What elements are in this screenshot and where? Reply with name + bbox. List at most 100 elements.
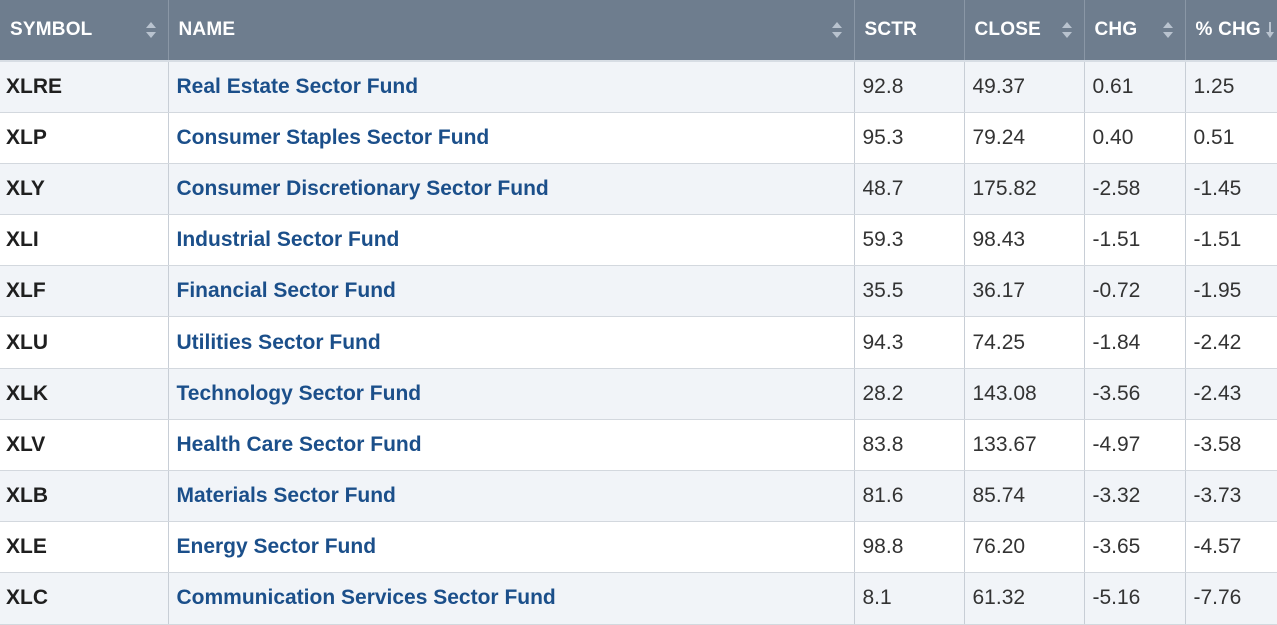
table-row[interactable]: XLU Utilities Sector Fund 94.3 74.25 -1.84 -2… [0, 316, 1277, 369]
column-header-pct-chg[interactable]: % CHG [1184, 0, 1277, 62]
cell-symbol: XLF [0, 265, 168, 318]
cell-sctr: 81.6 [853, 470, 964, 523]
cell-symbol: XLV [0, 419, 168, 472]
column-header-chg[interactable]: CHG [1083, 0, 1185, 62]
cell-close: 98.43 [963, 214, 1084, 267]
table-row[interactable]: XLF Financial Sector Fund 35.5 36.17 -0.72 -1… [0, 265, 1277, 318]
sort-both-icon[interactable] [145, 20, 156, 40]
cell-chg: -3.56 [1083, 368, 1185, 420]
sort-both-icon[interactable] [1061, 20, 1072, 40]
cell-name: Health Care Sector Fund [167, 419, 854, 472]
cell-pct-chg: 1.25 [1184, 61, 1277, 113]
cell-pct-chg: -1.95 [1184, 265, 1277, 318]
table-row[interactable]: XLE Energy Sector Fund 98.8 76.20 -3.65 -4.57 [0, 521, 1277, 574]
cell-symbol: XLB [0, 470, 168, 523]
cell-sctr: 8.1 [853, 572, 964, 625]
column-header-label: CHG [1094, 19, 1138, 40]
cell-close: 36.17 [963, 265, 1084, 318]
table-row[interactable]: XLRE Real Estate Sector Fund 92.8 49.37 0.61… [0, 61, 1277, 113]
cell-pct-chg: -3.73 [1184, 470, 1277, 523]
fund-name-link[interactable]: Health Care Sector Fund [176, 432, 422, 456]
cell-sctr: 98.8 [853, 521, 964, 574]
cell-name: Consumer Staples Sector Fund [167, 112, 854, 164]
cell-pct-chg: -4.57 [1184, 521, 1277, 574]
cell-name: Financial Sector Fund [167, 265, 854, 318]
table-row[interactable]: XLY Consumer Discretionary Sector Fund 48.… [0, 163, 1277, 216]
fund-name-link[interactable]: Technology Sector Fund [176, 381, 422, 405]
cell-symbol: XLU [0, 316, 168, 369]
sort-both-icon[interactable] [1162, 20, 1173, 40]
fund-name-link[interactable]: Financial Sector Fund [176, 279, 396, 303]
fund-name-link[interactable]: Energy Sector Fund [176, 535, 377, 559]
fund-name-link[interactable]: Industrial Sector Fund [176, 228, 400, 252]
cell-symbol: XLP [0, 112, 168, 164]
cell-pct-chg: -2.42 [1184, 316, 1277, 369]
cell-symbol: XLRE [0, 61, 168, 113]
cell-close: 76.20 [963, 521, 1084, 574]
cell-chg: -1.51 [1083, 214, 1185, 267]
cell-name: Materials Sector Fund [167, 470, 854, 523]
column-header-label: % CHG [1195, 19, 1261, 40]
cell-name: Utilities Sector Fund [167, 316, 854, 369]
cell-sctr: 83.8 [853, 419, 964, 472]
cell-pct-chg: 0.51 [1184, 112, 1277, 164]
cell-symbol: XLY [0, 163, 168, 216]
cell-chg: -3.65 [1083, 521, 1185, 574]
cell-sctr: 48.7 [853, 163, 964, 216]
cell-chg: -3.32 [1083, 470, 1185, 523]
table-row[interactable]: XLI Industrial Sector Fund 59.3 98.43 -1.51-… [0, 214, 1277, 267]
cell-chg: -4.97 [1083, 419, 1185, 472]
column-header-label: NAME [178, 19, 236, 40]
fund-name-link[interactable]: Utilities Sector Fund [176, 330, 381, 354]
fund-name-link[interactable]: Consumer Staples Sector Fund [176, 125, 490, 149]
fund-name-link[interactable]: Consumer Discretionary Sector Fund [176, 176, 549, 200]
column-header-label: CLOSE [974, 19, 1041, 40]
sort-both-icon[interactable] [831, 20, 842, 40]
column-header-close[interactable]: CLOSE [963, 0, 1084, 62]
cell-name: Technology Sector Fund [167, 368, 854, 420]
cell-close: 61.32 [963, 572, 1084, 625]
table-row[interactable]: XLK Technology Sector Fund 28.2 143.08 -3.56… [0, 368, 1277, 420]
cell-chg: 0.61 [1083, 61, 1185, 113]
cell-sctr: 35.5 [853, 265, 964, 318]
cell-name: Real Estate Sector Fund [167, 61, 854, 113]
cell-symbol: XLK [0, 368, 168, 420]
cell-pct-chg: -1.45 [1184, 163, 1277, 216]
column-header-label: SCTR [864, 19, 918, 40]
cell-sctr: 59.3 [853, 214, 964, 267]
table-row[interactable]: XLP Consumer Staples Sector Fund 95.3 79.24… [0, 112, 1277, 164]
cell-close: 143.08 [963, 368, 1084, 420]
cell-name: Energy Sector Fund [167, 521, 854, 574]
header-row: SYMBOL NAME SCTR CLOSE CHG % CHG [0, 0, 1277, 62]
cell-name: Industrial Sector Fund [167, 214, 854, 267]
fund-name-link[interactable]: Materials Sector Fund [176, 484, 396, 508]
column-header-symbol[interactable]: SYMBOL [0, 0, 168, 62]
cell-pct-chg: -3.58 [1184, 419, 1277, 472]
table-row[interactable]: XLB Materials Sector Fund 81.6 85.74 -3.32 -3… [0, 470, 1277, 523]
table-body: XLRE Real Estate Sector Fund 92.8 49.37 0.61… [0, 61, 1277, 625]
cell-sctr: 95.3 [853, 112, 964, 164]
table-row[interactable]: XLC Communication Services Sector Fund 8.1… [0, 572, 1277, 625]
sort-down-icon[interactable] [1265, 20, 1275, 40]
cell-close: 175.82 [963, 163, 1084, 216]
cell-sctr: 28.2 [853, 368, 964, 420]
table-row[interactable]: XLV Health Care Sector Fund 83.8 133.67 -4.9… [0, 419, 1277, 472]
cell-close: 85.74 [963, 470, 1084, 523]
cell-name: Communication Services Sector Fund [167, 572, 854, 625]
fund-name-link[interactable]: Communication Services Sector Fund [176, 586, 556, 610]
cell-chg: 0.40 [1083, 112, 1185, 164]
column-header-sctr[interactable]: SCTR [853, 0, 964, 62]
fund-name-link[interactable]: Real Estate Sector Fund [176, 74, 419, 98]
cell-pct-chg: -2.43 [1184, 368, 1277, 420]
column-header-name[interactable]: NAME [167, 0, 854, 62]
cell-symbol: XLI [0, 214, 168, 267]
column-header-label: SYMBOL [10, 19, 93, 40]
cell-symbol: XLC [0, 572, 168, 625]
cell-chg: -2.58 [1083, 163, 1185, 216]
cell-close: 79.24 [963, 112, 1084, 164]
cell-chg: -5.16 [1083, 572, 1185, 625]
cell-chg: -1.84 [1083, 316, 1185, 369]
cell-close: 74.25 [963, 316, 1084, 369]
cell-close: 133.67 [963, 419, 1084, 472]
